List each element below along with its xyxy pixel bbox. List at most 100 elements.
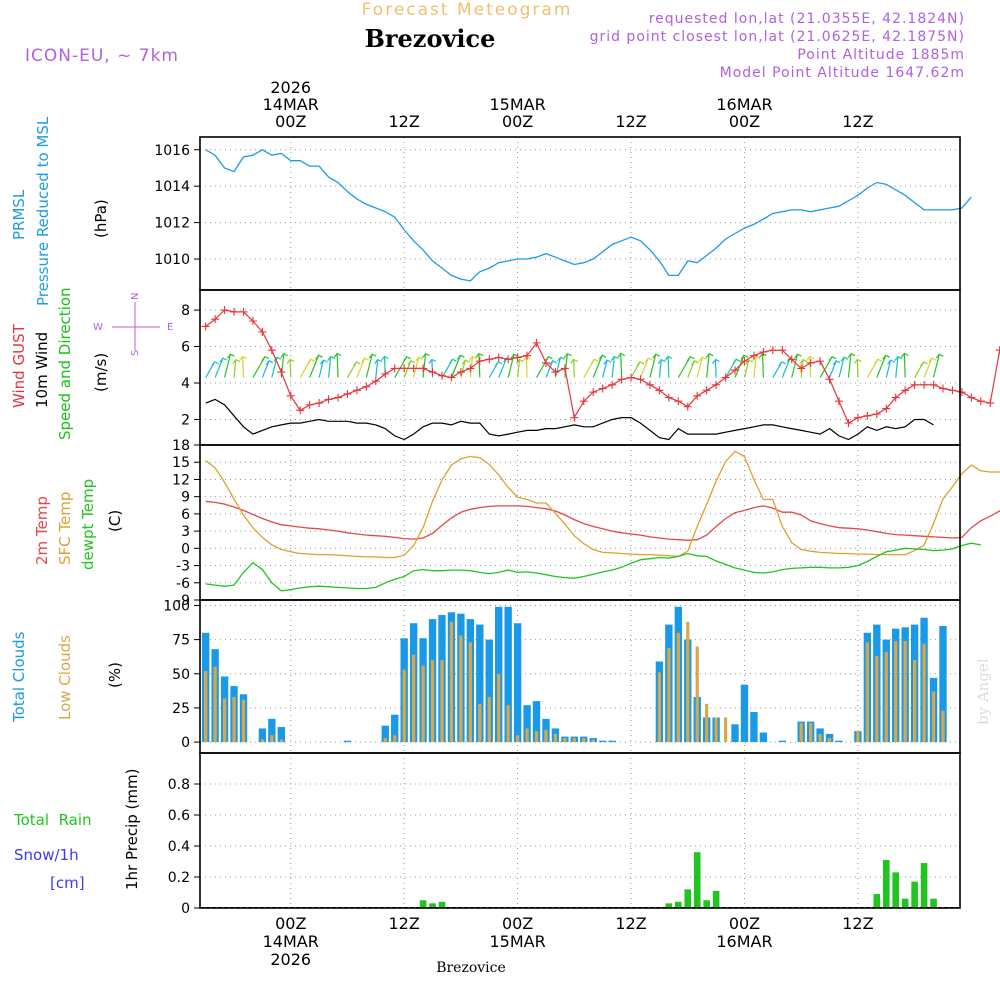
wind-unit: (m/s) [92,353,110,392]
gust-marker [532,338,541,347]
wind-dir-arrow [658,359,662,378]
wind-dir-arrow [809,356,812,378]
wind-dir-arrow-head [407,360,416,366]
low-cloud-bar [506,705,510,743]
wind-dir-arrow-head [853,358,862,364]
gust-marker [920,380,929,389]
low-cloud-bar [695,646,699,743]
gust-marker [258,327,267,336]
low-cloud-bar [563,737,567,743]
wind-dir-arrow-head [415,356,423,362]
wind-dir-arrow-head [522,355,531,361]
precip-labels: Total Rain Snow/1h [cm] 1hr Precip (mm) [13,769,141,892]
gust-marker [986,399,995,408]
wind-dir-arrow-head [239,355,247,361]
wind-dir-arrow-head [320,359,328,365]
top-axis-label: 00Z [502,112,533,131]
tsfc-label: SFC Temp [56,492,74,565]
gust-marker [627,373,636,382]
top-axis-label: 00Z [729,112,760,131]
y-tick-label: -3 [176,559,190,575]
wind-dir-arrow [753,356,757,378]
gust-label: Wind GUST [10,323,28,408]
prmsl-line [205,149,972,282]
low-cloud-bar [827,737,832,743]
bottom-axis-label: 12Z [842,914,873,933]
wind-labels: Wind GUST 10m Wind Speed and Direction (… [10,287,173,440]
wind-dir-arrow-head [261,355,270,362]
total-cloud-bar [731,724,739,743]
gust-marker [749,351,758,360]
wind-dir-arrow-head [828,355,837,362]
gust-marker [693,391,702,400]
y-tick-label: 0 [181,541,190,557]
wind-dir-arrow [450,355,461,378]
top-axis-label: 14MAR [263,95,319,114]
rain-bar [882,859,890,908]
wind-dir-arrow-head [900,352,909,358]
wind-dir-arrow-head [636,361,645,367]
gust-marker [967,393,976,402]
gust-marker [428,368,437,377]
wind-dir-arrow [309,355,320,378]
gust-marker [957,388,966,397]
model-label: ICON-EU, ~ 7km [25,46,179,66]
gust-marker [324,395,333,404]
low-cloud-bar [402,669,406,743]
gust-marker [475,357,484,366]
wind-dir-arrow-head [211,361,219,367]
y-tick-label: 0 [181,735,190,751]
wind-dir-arrow [602,359,608,378]
wind-dir-arrow-head [928,357,937,363]
gust-marker [787,355,796,364]
wind-dir-arrow [885,359,892,378]
clouds-unit: (%) [106,662,124,688]
wind-dir-arrow [422,353,427,378]
gust-marker [645,380,654,389]
gust-marker [296,406,305,415]
low-cloud-bar [657,672,662,743]
rain-label: Total Rain [13,811,92,829]
gust-marker [617,375,626,384]
low-cloud-bar [383,737,387,743]
rain-bar [438,901,446,908]
gust-marker [806,358,815,367]
wind-dir-arrow [460,359,466,378]
y-tick-label: 1016 [154,143,190,159]
low-cloud-bar [856,731,860,743]
low-cloud-bar [449,621,454,743]
gridpoint-coords: grid point closest lon,lat (21.0625E, 42… [590,29,965,45]
wind-dir-arrow [336,353,339,378]
wind-dir-arrow [356,357,366,378]
total-cloud-bar [391,714,399,743]
low-clouds-label: Low Clouds [56,635,74,720]
wind-dir-arrow [525,356,528,378]
low-cloud-bar [260,739,265,743]
low-cloud-bar [393,735,397,743]
y-tick-label: 12 [172,472,190,488]
bottom-axis-label: 2026 [270,950,311,969]
wind-dir-arrow-head [691,360,699,366]
gust-marker [882,404,891,413]
gust-marker [816,357,825,366]
panel-frame [199,752,961,909]
bottom-axis-label: 00Z [275,914,306,933]
low-cloud-bar [714,717,718,743]
low-cloud-bar [515,735,520,743]
gust-marker [731,366,740,375]
wind-dir-arrow [649,354,657,378]
gust-marker [844,419,853,428]
wind-dir-arrow-head [327,355,336,361]
top-axis-label: 15MAR [489,95,545,114]
prmsl-long-label: Pressure Reduced to MSL [34,116,52,306]
wind-dir-arrow-head [226,353,235,359]
wind-dir-arrow-head [461,359,470,365]
gust-marker [447,373,456,382]
low-cloud-bar [497,673,501,743]
low-cloud-bar [913,660,917,743]
gust-marker [362,382,371,391]
rain-bar [930,898,937,908]
wind-dir-arrow-head [598,354,607,360]
pressure-panel: 1010 1012 1014 1016 [154,136,972,291]
total-cloud-bar [740,684,749,743]
